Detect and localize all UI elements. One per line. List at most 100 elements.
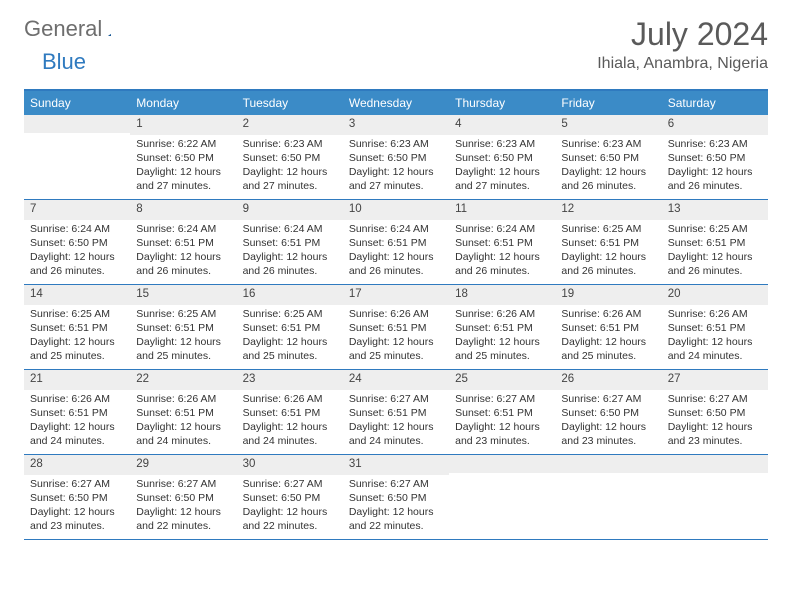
day-line: Daylight: 12 hours and 27 minutes. [243, 165, 337, 193]
day-body: Sunrise: 6:24 AMSunset: 6:50 PMDaylight:… [24, 220, 130, 283]
day-cell: 20Sunrise: 6:26 AMSunset: 6:51 PMDayligh… [662, 285, 768, 369]
day-line: Sunrise: 6:27 AM [455, 392, 549, 406]
day-cell: 16Sunrise: 6:25 AMSunset: 6:51 PMDayligh… [237, 285, 343, 369]
day-line: Daylight: 12 hours and 26 minutes. [349, 250, 443, 278]
day-number: 22 [130, 370, 236, 390]
day-body: Sunrise: 6:27 AMSunset: 6:50 PMDaylight:… [662, 390, 768, 453]
day-cell: 4Sunrise: 6:23 AMSunset: 6:50 PMDaylight… [449, 115, 555, 199]
day-line: Daylight: 12 hours and 27 minutes. [349, 165, 443, 193]
day-line: Daylight: 12 hours and 26 minutes. [243, 250, 337, 278]
day-line: Sunset: 6:51 PM [243, 406, 337, 420]
day-cell [662, 455, 768, 539]
day-line: Sunrise: 6:24 AM [243, 222, 337, 236]
day-body: Sunrise: 6:24 AMSunset: 6:51 PMDaylight:… [343, 220, 449, 283]
day-number: 8 [130, 200, 236, 220]
day-cell: 25Sunrise: 6:27 AMSunset: 6:51 PMDayligh… [449, 370, 555, 454]
day-body [662, 473, 768, 533]
day-cell: 14Sunrise: 6:25 AMSunset: 6:51 PMDayligh… [24, 285, 130, 369]
day-line: Sunset: 6:50 PM [136, 151, 230, 165]
day-line: Daylight: 12 hours and 24 minutes. [30, 420, 124, 448]
day-number: 24 [343, 370, 449, 390]
weeks-container: 1Sunrise: 6:22 AMSunset: 6:50 PMDaylight… [24, 115, 768, 540]
day-line: Daylight: 12 hours and 23 minutes. [455, 420, 549, 448]
day-number: 21 [24, 370, 130, 390]
day-line: Daylight: 12 hours and 26 minutes. [136, 250, 230, 278]
day-line: Sunset: 6:51 PM [561, 236, 655, 250]
day-line: Sunset: 6:50 PM [561, 406, 655, 420]
day-line: Daylight: 12 hours and 23 minutes. [30, 505, 124, 533]
day-cell: 27Sunrise: 6:27 AMSunset: 6:50 PMDayligh… [662, 370, 768, 454]
week-row: 1Sunrise: 6:22 AMSunset: 6:50 PMDaylight… [24, 115, 768, 200]
day-line: Sunset: 6:51 PM [349, 406, 443, 420]
day-body [24, 133, 130, 193]
day-cell: 2Sunrise: 6:23 AMSunset: 6:50 PMDaylight… [237, 115, 343, 199]
day-body [449, 473, 555, 533]
day-body: Sunrise: 6:26 AMSunset: 6:51 PMDaylight:… [555, 305, 661, 368]
day-number: 1 [130, 115, 236, 135]
day-number: 18 [449, 285, 555, 305]
day-body: Sunrise: 6:24 AMSunset: 6:51 PMDaylight:… [449, 220, 555, 283]
day-line: Sunrise: 6:26 AM [136, 392, 230, 406]
day-body: Sunrise: 6:23 AMSunset: 6:50 PMDaylight:… [237, 135, 343, 198]
day-body: Sunrise: 6:25 AMSunset: 6:51 PMDaylight:… [555, 220, 661, 283]
day-cell: 15Sunrise: 6:25 AMSunset: 6:51 PMDayligh… [130, 285, 236, 369]
day-cell: 22Sunrise: 6:26 AMSunset: 6:51 PMDayligh… [130, 370, 236, 454]
day-number: 14 [24, 285, 130, 305]
day-cell: 26Sunrise: 6:27 AMSunset: 6:50 PMDayligh… [555, 370, 661, 454]
day-line: Sunrise: 6:26 AM [30, 392, 124, 406]
day-line: Sunrise: 6:27 AM [349, 392, 443, 406]
day-cell: 8Sunrise: 6:24 AMSunset: 6:51 PMDaylight… [130, 200, 236, 284]
day-number: 3 [343, 115, 449, 135]
day-line: Sunset: 6:51 PM [349, 321, 443, 335]
day-number [449, 455, 555, 473]
dow-sat: Saturday [662, 91, 768, 115]
day-line: Sunrise: 6:23 AM [243, 137, 337, 151]
day-body: Sunrise: 6:23 AMSunset: 6:50 PMDaylight:… [662, 135, 768, 198]
day-line: Sunset: 6:50 PM [561, 151, 655, 165]
day-line: Sunrise: 6:27 AM [668, 392, 762, 406]
day-line: Sunrise: 6:26 AM [561, 307, 655, 321]
day-cell: 28Sunrise: 6:27 AMSunset: 6:50 PMDayligh… [24, 455, 130, 539]
day-body: Sunrise: 6:26 AMSunset: 6:51 PMDaylight:… [662, 305, 768, 368]
day-number: 2 [237, 115, 343, 135]
day-number [24, 115, 130, 133]
day-line: Daylight: 12 hours and 25 minutes. [455, 335, 549, 363]
day-line: Sunset: 6:50 PM [136, 491, 230, 505]
day-line: Sunrise: 6:23 AM [561, 137, 655, 151]
day-line: Sunset: 6:50 PM [668, 151, 762, 165]
day-line: Sunrise: 6:23 AM [668, 137, 762, 151]
day-line: Sunset: 6:51 PM [136, 321, 230, 335]
day-body: Sunrise: 6:25 AMSunset: 6:51 PMDaylight:… [237, 305, 343, 368]
day-line: Daylight: 12 hours and 27 minutes. [455, 165, 549, 193]
day-line: Daylight: 12 hours and 26 minutes. [30, 250, 124, 278]
day-line: Sunset: 6:51 PM [136, 236, 230, 250]
day-body: Sunrise: 6:27 AMSunset: 6:51 PMDaylight:… [449, 390, 555, 453]
dow-sun: Sunday [24, 91, 130, 115]
day-number: 25 [449, 370, 555, 390]
day-cell: 17Sunrise: 6:26 AMSunset: 6:51 PMDayligh… [343, 285, 449, 369]
day-cell: 5Sunrise: 6:23 AMSunset: 6:50 PMDaylight… [555, 115, 661, 199]
day-number: 26 [555, 370, 661, 390]
day-line: Daylight: 12 hours and 23 minutes. [561, 420, 655, 448]
day-number: 5 [555, 115, 661, 135]
day-line: Sunset: 6:51 PM [349, 236, 443, 250]
day-line: Sunrise: 6:27 AM [30, 477, 124, 491]
day-line: Daylight: 12 hours and 25 minutes. [243, 335, 337, 363]
day-cell [24, 115, 130, 199]
day-line: Daylight: 12 hours and 25 minutes. [136, 335, 230, 363]
day-body: Sunrise: 6:23 AMSunset: 6:50 PMDaylight:… [449, 135, 555, 198]
day-line: Daylight: 12 hours and 22 minutes. [349, 505, 443, 533]
day-line: Daylight: 12 hours and 24 minutes. [243, 420, 337, 448]
day-cell: 12Sunrise: 6:25 AMSunset: 6:51 PMDayligh… [555, 200, 661, 284]
day-line: Sunrise: 6:25 AM [668, 222, 762, 236]
logo: General [24, 16, 134, 42]
day-line: Sunset: 6:50 PM [243, 491, 337, 505]
day-body: Sunrise: 6:26 AMSunset: 6:51 PMDaylight:… [237, 390, 343, 453]
day-cell: 1Sunrise: 6:22 AMSunset: 6:50 PMDaylight… [130, 115, 236, 199]
day-cell: 13Sunrise: 6:25 AMSunset: 6:51 PMDayligh… [662, 200, 768, 284]
day-line: Daylight: 12 hours and 25 minutes. [30, 335, 124, 363]
dow-mon: Monday [130, 91, 236, 115]
day-line: Sunset: 6:50 PM [243, 151, 337, 165]
day-body: Sunrise: 6:27 AMSunset: 6:50 PMDaylight:… [24, 475, 130, 538]
logo-text-blue: Blue [42, 49, 86, 75]
